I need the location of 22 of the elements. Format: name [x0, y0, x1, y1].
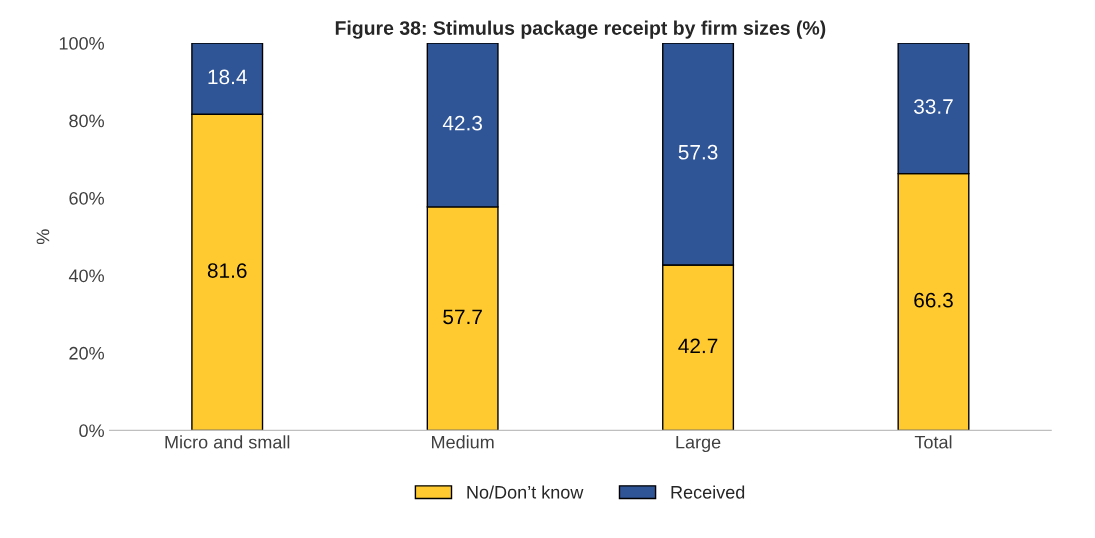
data-label: 42.3	[442, 115, 482, 131]
chart-title: Figure 38: Stimulus package receipt by firm sizes (%)	[335, 20, 826, 39]
legend-label: No/Don’t know	[467, 485, 584, 499]
y-tick-label: 20%	[69, 346, 104, 360]
data-label: 81.6	[207, 263, 247, 278]
data-label: 42.7	[678, 338, 718, 354]
y-tick-label: 0%	[79, 424, 104, 438]
y-axis-title: %	[36, 229, 50, 245]
data-label: 18.4	[208, 69, 247, 85]
x-tick-label: Medium	[432, 435, 494, 449]
legend-label: Received	[671, 485, 745, 499]
x-tick-label: Large	[676, 435, 721, 453]
x-tick-label: Micro and small	[165, 435, 290, 449]
data-label: 57.3	[678, 144, 718, 160]
data-label: 66.3	[914, 292, 953, 308]
data-label: 57.7	[443, 309, 482, 325]
x-tick-label: Total	[914, 435, 952, 449]
data-label: 33.7	[914, 99, 953, 114]
y-tick-label: 100%	[59, 36, 104, 50]
y-tick-label: 60%	[69, 191, 104, 205]
y-tick-label: 80%	[69, 114, 104, 128]
y-tick-label: 40%	[68, 269, 104, 283]
